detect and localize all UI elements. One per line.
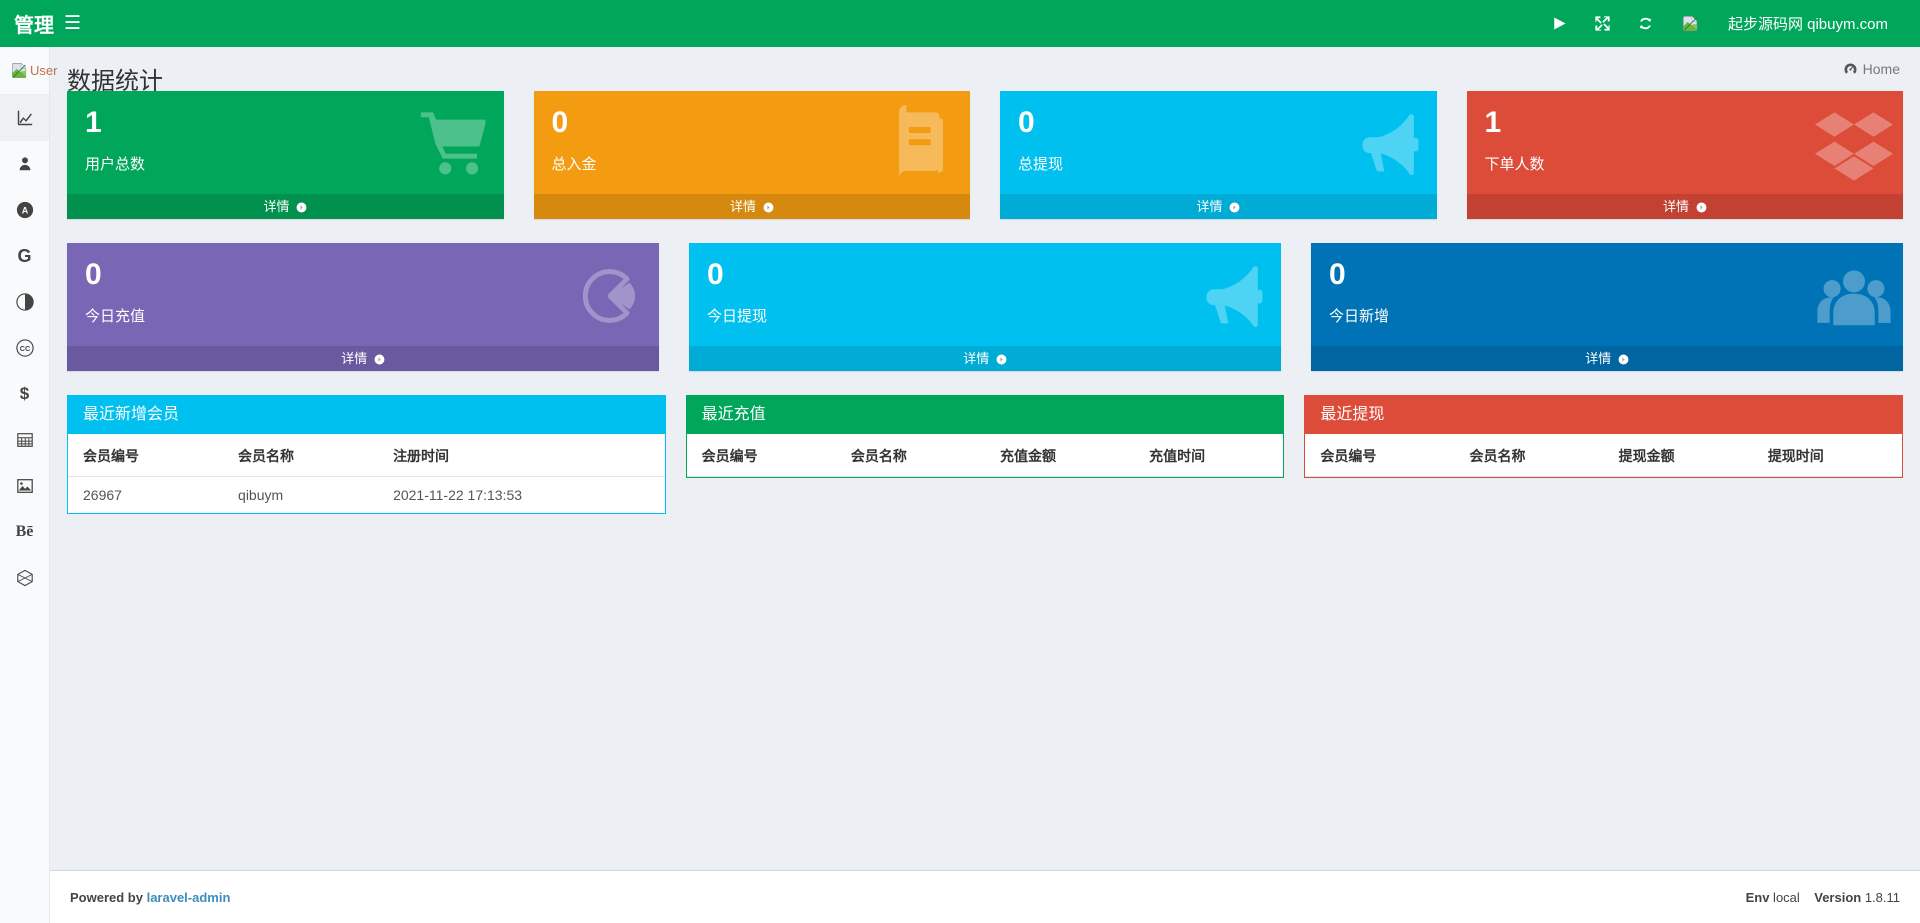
svg-text:A: A [21,206,28,216]
svg-text:CC: CC [19,344,29,353]
